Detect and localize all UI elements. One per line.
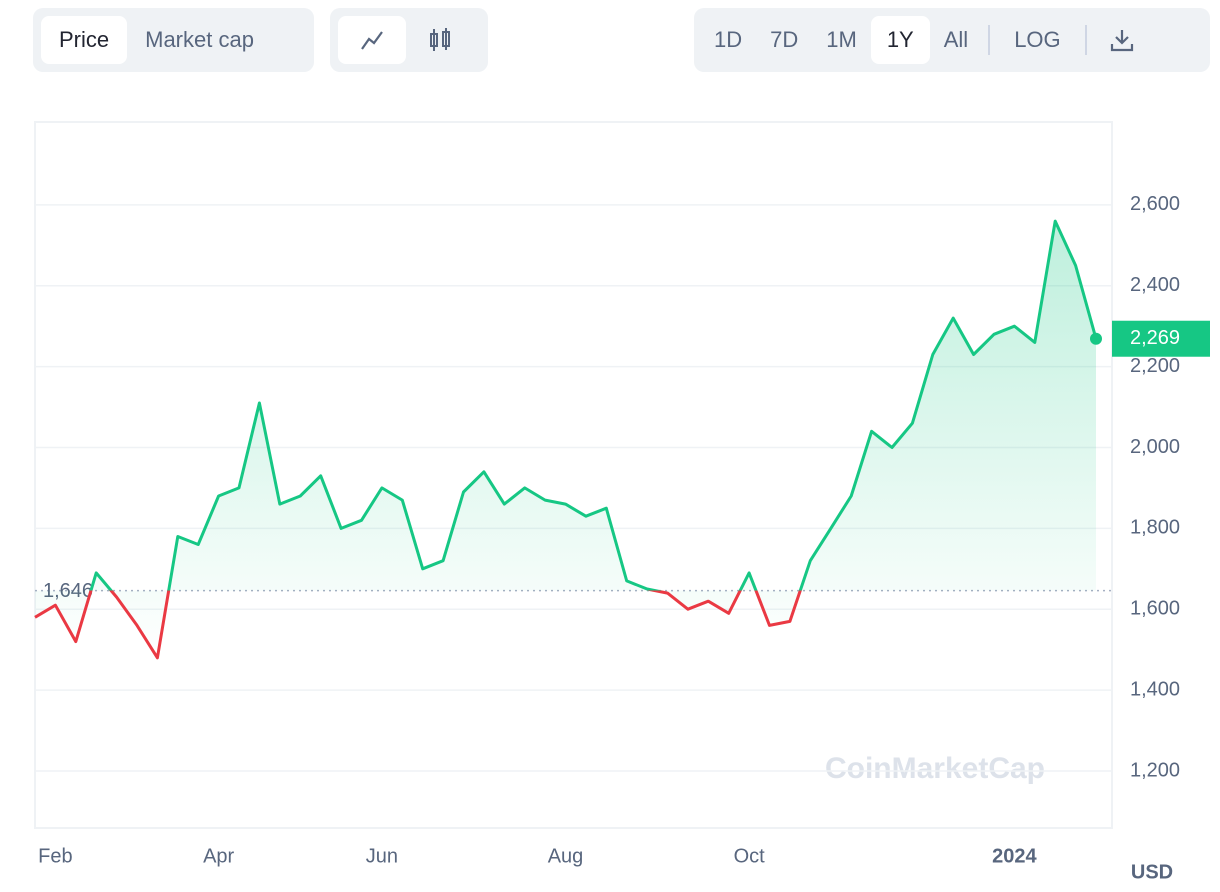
range-button[interactable]: 7D xyxy=(770,27,799,52)
x-tick-label: Apr xyxy=(203,845,234,867)
y-tick-label: 1,400 xyxy=(1130,678,1180,700)
range-group: 1D 7D 1M 1Y All LOG xyxy=(694,8,1210,72)
y-tick-label: 2,200 xyxy=(1130,355,1180,377)
y-tick-label: 2,000 xyxy=(1130,436,1180,458)
separator xyxy=(988,25,991,55)
y-tick-label: 2,400 xyxy=(1130,274,1180,296)
price-tag-label: 2,269 xyxy=(1130,327,1180,349)
last-point xyxy=(1090,332,1102,345)
x-tick-label: 2024 xyxy=(992,845,1037,867)
range-button[interactable]: 1M xyxy=(826,27,857,52)
x-tick-label: Jun xyxy=(366,845,398,867)
unit-label: USD xyxy=(1131,861,1173,883)
tab-group: Price Market cap xyxy=(33,8,314,72)
candle-style-button[interactable] xyxy=(406,16,474,64)
log-button[interactable]: LOG xyxy=(1014,27,1061,52)
price-tag xyxy=(1112,320,1210,357)
x-tick-label: Oct xyxy=(734,845,766,867)
x-tick-label: Feb xyxy=(38,845,72,867)
line-style-button[interactable] xyxy=(338,16,406,64)
price-line xyxy=(34,219,1098,660)
y-tick-label: 2,600 xyxy=(1130,193,1180,215)
y-tick-label: 1,800 xyxy=(1130,517,1180,539)
price-area xyxy=(35,221,1096,658)
baseline-label: 1,646 xyxy=(43,580,93,602)
y-tick-label: 1,200 xyxy=(1130,759,1180,781)
line-icon xyxy=(361,31,383,50)
plot-frame xyxy=(34,121,1113,829)
chart-style-group xyxy=(330,8,488,72)
watermark: CoinMarketCap xyxy=(825,752,1045,785)
separator xyxy=(1084,25,1087,55)
y-tick-label: 1,600 xyxy=(1130,598,1180,620)
tab[interactable]: Price xyxy=(41,16,128,64)
download-button[interactable] xyxy=(1093,16,1151,64)
range-button[interactable]: All xyxy=(943,27,969,52)
download-icon xyxy=(1110,30,1133,52)
range-button[interactable]: 1Y xyxy=(870,16,930,64)
x-tick-label: Aug xyxy=(548,845,584,867)
candle-icon xyxy=(430,28,450,51)
range-button[interactable]: 1D xyxy=(714,27,743,52)
tab[interactable]: Market cap xyxy=(145,27,254,52)
